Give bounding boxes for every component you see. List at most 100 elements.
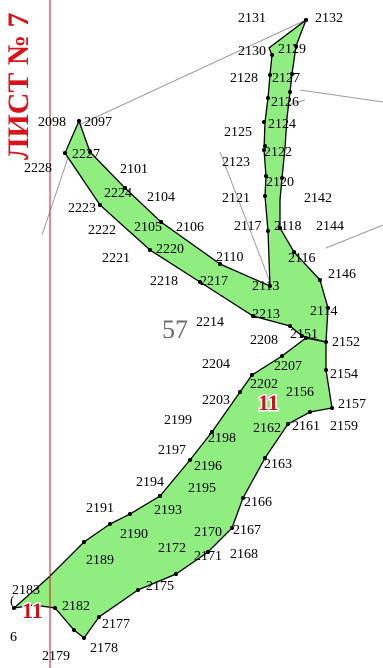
point-label-2104: 2104 [147,190,175,205]
point-label-2191: 2191 [86,501,114,516]
point-label-2098: 2098 [38,115,66,130]
point-label-2194: 2194 [136,475,164,490]
point-marker-2179 [72,628,76,632]
point-marker-2202 [250,373,254,377]
point-label-2168: 2168 [230,547,258,562]
point-marker-2193 [128,512,132,516]
point-label-2171: 2171 [194,549,222,564]
point-label-2097: 2097 [84,115,112,130]
point-marker-2152 [324,340,328,344]
point-label-2190: 2190 [120,527,148,542]
point-marker-2189 [82,540,86,544]
point-marker-2106 [159,220,163,224]
point-label-2154: 2154 [330,367,358,382]
boundary-line [299,89,383,103]
point-marker-2130 [270,53,274,57]
point-marker-2203 [238,390,242,394]
point-label-2125: 2125 [224,125,252,140]
point-marker-2178 [82,636,86,640]
point-label-2123: 2123 [222,155,250,170]
point-marker-2218 [198,280,202,284]
point-marker-2122 [263,144,267,148]
point-label-2203: 2203 [202,393,230,408]
zone-label-upper: 11 [258,390,279,415]
point-marker-2120 [264,174,268,178]
point-marker-2182 [53,606,57,610]
point-label-2167: 2167 [233,523,261,538]
point-label-2228: 2228 [24,161,52,176]
point-marker-2129 [294,44,298,48]
point-label-2126: 2126 [271,95,299,110]
point-label-2131: 2131 [238,11,266,26]
point-marker-2168 [206,550,210,554]
point-label-2198: 2198 [208,431,236,446]
point-marker-2121 [263,194,267,198]
point-label-2157: 2157 [338,397,366,412]
point-marker-2117 [266,229,270,233]
point-label-2189: 2189 [86,553,114,568]
point-marker-2101 [88,150,92,154]
point-label-2222: 2222 [88,223,116,238]
point-label-2120: 2120 [266,175,294,190]
point-marker-2214 [251,314,255,318]
point-label-2207: 2207 [274,359,302,374]
point-label-2152: 2152 [332,335,360,350]
point-marker-2157 [330,406,334,410]
point-label-2195: 2195 [188,481,216,496]
point-label-2204: 2204 [202,357,230,372]
point-marker-2163 [263,456,267,460]
point-label-2172: 2172 [158,541,186,556]
point-marker-2161 [286,422,290,426]
point-label-2128: 2128 [230,71,258,86]
point-label-2156: 2156 [286,385,314,400]
point-label-2121: 2121 [222,191,250,206]
point-marker-2113 [268,284,272,288]
point-label-2197: 2197 [158,443,186,458]
point-label-2193: 2193 [154,503,182,518]
point-marker-2222 [123,186,127,190]
point-marker-2114 [326,306,330,310]
point-label-2166: 2166 [244,495,272,510]
point-marker-2228 [63,151,67,155]
point-marker-2125 [262,120,266,124]
point-marker-2126 [288,90,292,94]
sheet-title: ЛИСТ № 7 [2,12,35,160]
point-marker-2195 [158,494,162,498]
point-label-2159: 2159 [330,419,358,434]
point-label-2127: 2127 [272,71,300,86]
point-markers [12,18,334,640]
point-label-2114: 2114 [310,304,337,319]
point-marker-2177 [97,615,101,619]
point-label-2177: 2177 [102,617,130,632]
point-label-2161: 2161 [292,419,320,434]
point-label-2208: 2208 [250,333,278,348]
point-label-2118: 2118 [274,219,301,234]
point-label-2163: 2163 [264,457,292,472]
point-marker-2221 [148,248,152,252]
point-label-2213: 2213 [252,307,280,322]
point-marker-2159 [308,410,312,414]
point-label-2199: 2199 [164,413,192,428]
point-label-2218: 2218 [150,274,178,289]
point-label-2214: 2214 [196,315,224,330]
point-label-2122: 2122 [264,145,292,160]
point-label-2132: 2132 [315,11,343,26]
point-marker-2116 [292,250,296,254]
point-label-2179: 2179 [42,649,70,664]
point-label-2175: 2175 [146,579,174,594]
point-marker-2124 [266,96,270,100]
point-label-2129: 2129 [278,42,306,57]
point-marker-2097 [77,119,81,123]
partial-label: ( [10,594,15,609]
point-label-2106: 2106 [176,220,204,235]
point-label-2110: 2110 [216,250,243,265]
point-label-2202: 2202 [250,377,278,392]
point-marker-2223 [98,203,102,207]
point-label-2223: 2223 [68,201,96,216]
point-label-2182: 2182 [62,599,90,614]
point-marker-2123 [262,148,266,152]
point-marker-2128 [268,73,272,77]
point-marker-2167 [230,526,234,530]
